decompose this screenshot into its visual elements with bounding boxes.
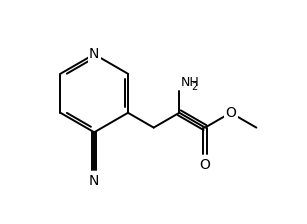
Text: 2: 2 xyxy=(191,82,197,92)
Text: N: N xyxy=(89,47,99,61)
Text: O: O xyxy=(200,158,211,172)
Text: O: O xyxy=(225,106,236,120)
Text: N: N xyxy=(89,174,99,188)
Text: NH: NH xyxy=(181,76,200,89)
